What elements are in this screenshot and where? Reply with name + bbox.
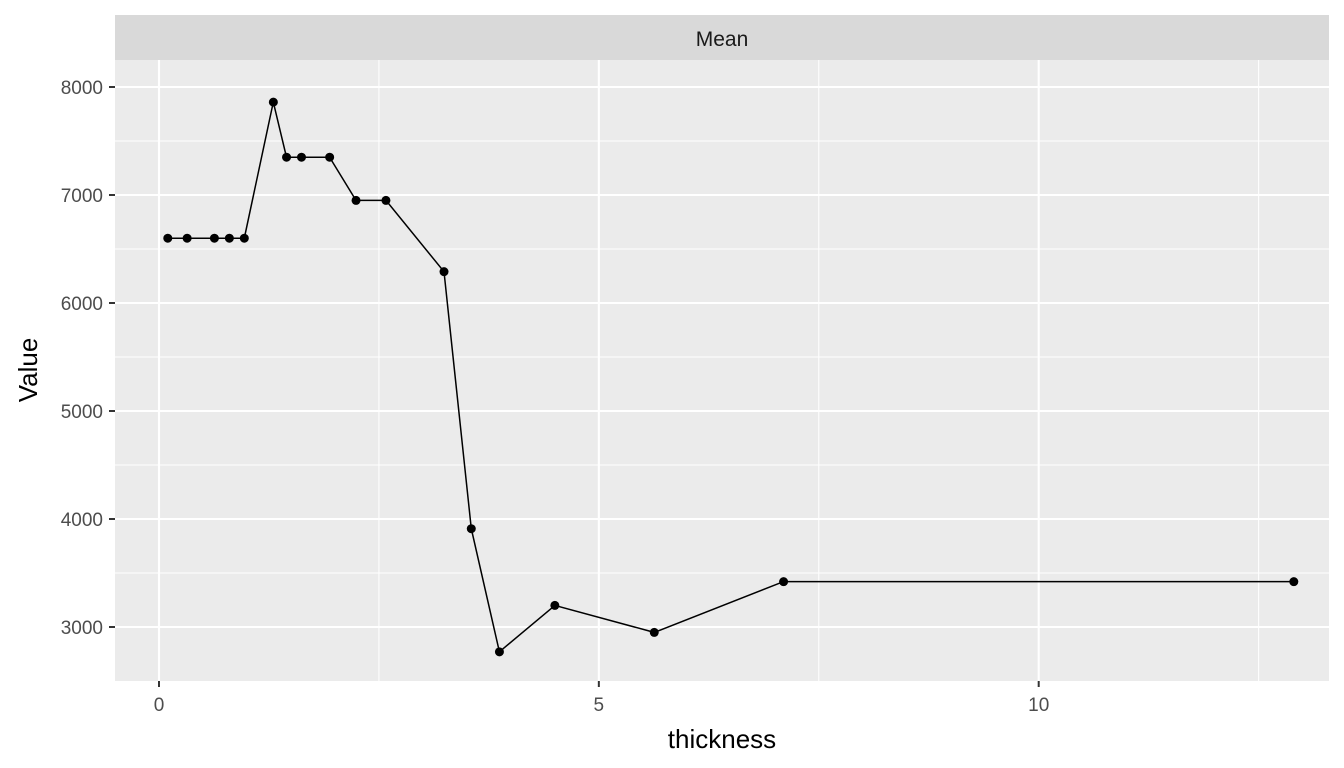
x-axis-title: thickness bbox=[668, 724, 776, 754]
data-point bbox=[282, 152, 292, 162]
data-point bbox=[779, 577, 789, 587]
data-point bbox=[325, 152, 335, 162]
data-point bbox=[466, 524, 476, 534]
grid-lines bbox=[115, 60, 1329, 681]
data-point bbox=[224, 233, 234, 243]
data-point bbox=[550, 600, 560, 610]
data-point bbox=[163, 233, 173, 243]
data-point bbox=[268, 97, 278, 107]
data-point bbox=[351, 195, 361, 205]
data-point bbox=[182, 233, 192, 243]
y-tick-label: 6000 bbox=[61, 294, 103, 315]
data-point bbox=[239, 233, 249, 243]
data-point bbox=[649, 627, 659, 637]
x-tick-label: 5 bbox=[594, 695, 605, 716]
data-point bbox=[296, 152, 306, 162]
y-tick-label: 7000 bbox=[61, 186, 103, 207]
data-point bbox=[209, 233, 219, 243]
y-tick-label: 8000 bbox=[61, 78, 103, 99]
data-point bbox=[439, 267, 449, 277]
series-mean bbox=[163, 97, 1299, 657]
x-tick-label: 0 bbox=[154, 695, 165, 716]
data-point bbox=[381, 195, 391, 205]
data-point bbox=[1289, 577, 1299, 587]
y-tick-label: 5000 bbox=[61, 402, 103, 423]
x-tick-label: 10 bbox=[1028, 695, 1049, 716]
data-point bbox=[494, 647, 504, 657]
y-tick-label: 4000 bbox=[61, 510, 103, 531]
facet-label: Mean bbox=[696, 28, 749, 51]
y-axis-title: Value bbox=[13, 338, 43, 403]
facet-strip bbox=[115, 15, 1329, 60]
axes: 3000 4000 5000 6000 7000 8000 0 5 10 bbox=[61, 78, 1050, 716]
y-tick-label: 3000 bbox=[61, 618, 103, 639]
plot-panel bbox=[115, 60, 1329, 681]
